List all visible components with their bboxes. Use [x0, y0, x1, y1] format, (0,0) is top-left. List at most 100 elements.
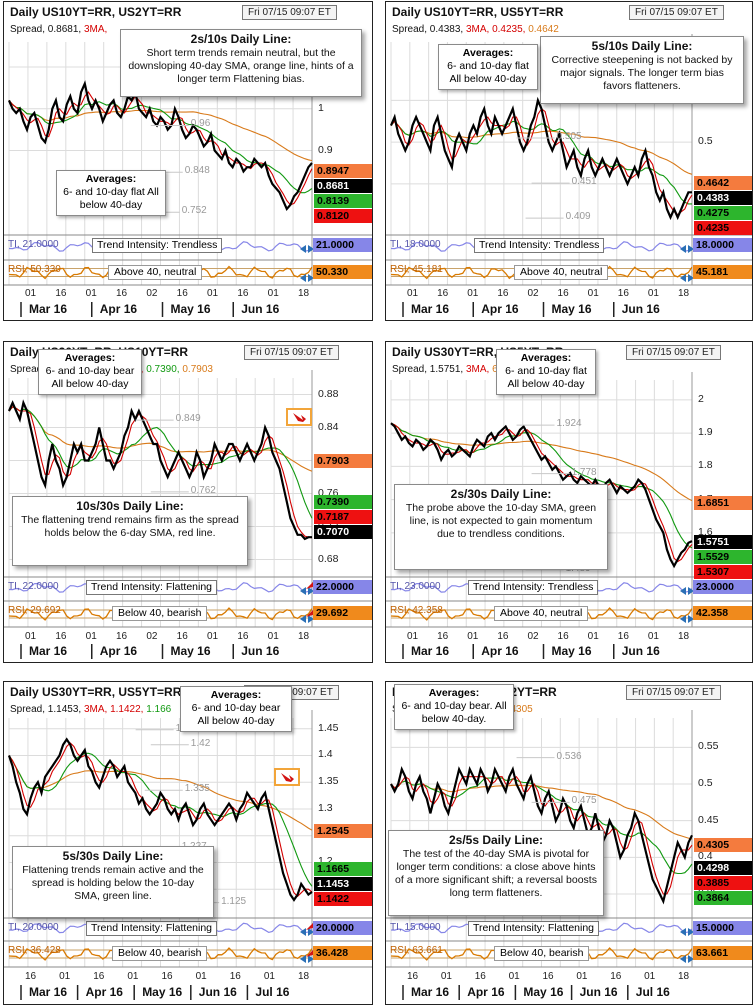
x-tick-label: 02: [146, 288, 158, 299]
rsi-tag: 36.428: [313, 946, 372, 960]
averages-box: Averages: 6- and 10-day flat All below 40…: [438, 44, 538, 90]
commentary-box: 5s/30s Daily Line: Flattening trends rema…: [12, 846, 214, 918]
x-month-label: Mar 16: [29, 985, 68, 999]
x-tick-label: 16: [55, 288, 67, 299]
averages-heading: Averages:: [64, 352, 116, 364]
x-month-label: May 16: [170, 644, 211, 658]
down-arrow-icon: [281, 773, 294, 782]
x-tick-label: 01: [576, 971, 588, 982]
chart-title: Daily US30YT=RR, US5YT=RR: [10, 685, 182, 699]
value-tag: 1.2545: [314, 824, 372, 838]
y-tick-label: 1: [318, 101, 324, 114]
x-tick-label: 16: [610, 971, 622, 982]
rsi-label: Below 40, bearish: [112, 946, 208, 961]
x-month-label: Jun 16: [198, 985, 237, 999]
averages-body: 6- and 10-day flat All below 40-day: [447, 60, 529, 85]
y-tick-label: 0.68: [318, 552, 339, 565]
averages-heading: Averages:: [210, 689, 262, 701]
rsi-tag: 63.661: [693, 946, 752, 960]
averages-box: Averages: 6- and 10-day bear All below 40…: [38, 349, 142, 395]
down-arrow-icon: [286, 408, 312, 426]
x-tick-label: 01: [440, 971, 452, 982]
x-tick-label: 01: [25, 288, 37, 299]
commentary-box: 2s/10s Daily Line: Short term trends rema…: [120, 29, 362, 97]
value-tag: 0.8139: [314, 194, 372, 208]
spread-line: [390, 422, 693, 569]
x-tick-label: 16: [116, 288, 128, 299]
y-tick-label: 1.4: [318, 748, 333, 761]
legend-spread: Spread, 0.8681,: [10, 24, 84, 35]
legend-3ma: 3MA,: [465, 364, 493, 375]
x-month-label: Jun 16: [241, 644, 280, 658]
pane-arrow-icon: [680, 245, 694, 253]
commentary-heading: 10s/30s Daily Line:: [76, 499, 184, 513]
chart-date: Fri 07/15 09:07 ET: [244, 345, 339, 360]
x-month-label: Jun 16: [241, 302, 280, 316]
x-tick-label: 16: [237, 288, 249, 299]
annotation-label: 0.451: [571, 176, 597, 188]
averages-heading: Averages:: [462, 47, 514, 59]
x-tick-label: 01: [195, 971, 207, 982]
x-tick-label: 18: [678, 288, 690, 299]
value-tag: 0.7903: [314, 454, 372, 468]
rsi-tag: 50.330: [313, 265, 372, 279]
value-tag: 0.7390: [314, 495, 372, 509]
legend-3ma: 3MA, 0.4235,: [465, 24, 529, 35]
x-tick-label: 01: [59, 971, 71, 982]
x-tick-label: 01: [85, 288, 97, 299]
pane-arrow-icon: [300, 245, 314, 253]
x-tick-label: 16: [237, 631, 249, 642]
x-month-label: Mar 16: [411, 302, 450, 316]
value-tag: 1.5751: [694, 535, 752, 549]
averages-body: 6- and 10-day bear All below 40-day: [191, 702, 281, 727]
commentary-body: Corrective steepening is not backed by m…: [551, 54, 733, 92]
sma-10-line: [8, 752, 313, 887]
x-month-label: Mar 16: [411, 644, 450, 658]
ti-value: TI, 15.0000: [390, 922, 441, 933]
x-month-label: May 16: [170, 302, 211, 316]
x-month-label: Apr 16: [467, 985, 505, 999]
annotation-label: 1.42: [190, 737, 211, 749]
averages-box: Averages: 6- and 10-day bear All below 40…: [180, 686, 292, 732]
x-tick-label: 16: [437, 631, 449, 642]
legend-3ma: 3MA, 1.1422,: [83, 704, 147, 715]
annotation-label: 1.924: [556, 418, 582, 430]
rsi-label: Above 40, neutral: [514, 265, 609, 280]
chart-panel-2s30s: Daily US30YT=RR, US5YT=RR Fri 07/15 09:07…: [385, 341, 753, 663]
chart-date: Fri 07/15 09:07 ET: [242, 5, 337, 20]
rsi-value: RSI, 29.692: [8, 605, 61, 616]
legend-spread: Spread, 1.1453,: [10, 704, 84, 715]
x-tick-label: 01: [508, 971, 520, 982]
x-tick-label: 01: [407, 631, 419, 642]
rsi-label: Below 40, bearish: [112, 606, 208, 621]
x-tick-label: 16: [55, 631, 67, 642]
y-tick-label: 2: [698, 392, 704, 405]
x-month-label: Jun 16: [621, 644, 660, 658]
pane-arrow-icon: [680, 928, 694, 936]
y-tick-label: 1.6: [698, 525, 713, 538]
rsi-value: RSI, 42.358: [390, 605, 443, 616]
annotation-label: 0.752: [181, 205, 207, 217]
averages-box: Averages: 6- and 10-day flat All below 40…: [56, 170, 166, 216]
legend: Spread, 0.4383, 3MA, 0.4235, 0.4642: [390, 24, 561, 35]
x-tick-label: 02: [527, 631, 539, 642]
x-tick-label: 16: [617, 288, 629, 299]
ti-tag: 18.0000: [693, 238, 752, 252]
averages-box: Averages: 6- and 10-day flat All below 40…: [496, 349, 596, 395]
annotation-label: 0.536: [556, 750, 582, 762]
pane-arrow-icon: [300, 587, 314, 595]
pane-arrow-icon: [680, 615, 694, 623]
commentary-box: 2s/5s Daily Line: The test of the 40-day …: [388, 830, 604, 916]
x-month-label: Mar 16: [411, 985, 450, 999]
value-tag: 0.7187: [314, 510, 372, 524]
pane-arrow-icon: [680, 587, 694, 595]
y-tick-label: 0.88: [318, 387, 339, 400]
ti-tag: 20.0000: [313, 921, 372, 935]
value-tag: 0.8120: [314, 209, 372, 223]
value-tag: 0.3885: [694, 876, 752, 890]
x-tick-label: 16: [407, 971, 419, 982]
legend: Spread, 1.1453, 3MA, 1.1422, 1.166: [8, 704, 174, 715]
x-month-label: May 16: [551, 644, 592, 658]
ti-label: Trend Intensity: Flattening: [86, 921, 218, 936]
x-month-label: Mar 16: [29, 644, 68, 658]
